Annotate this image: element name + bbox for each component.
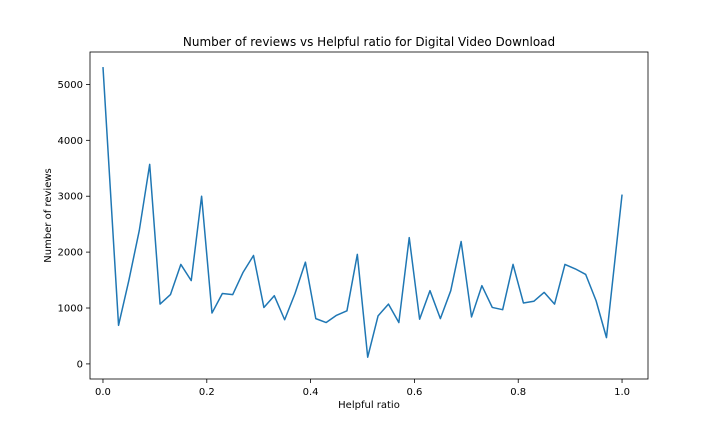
series-line <box>102 67 623 358</box>
y-tick-label: 2000 <box>58 248 83 259</box>
x-axis-label: Helpful ratio <box>338 400 400 411</box>
x-tick-label: 1.0 <box>614 387 630 398</box>
y-axis: 0 1000 2000 3000 4000 5000 <box>58 80 90 370</box>
x-tick-label: 0.4 <box>303 387 319 398</box>
y-tick-label: 3000 <box>58 192 83 203</box>
x-tick-label: 0.0 <box>95 387 111 398</box>
chart-title: Number of reviews vs Helpful ratio for D… <box>183 35 555 49</box>
x-tick-label: 0.8 <box>510 387 526 398</box>
data-points <box>102 67 623 358</box>
x-tick-label: 0.6 <box>406 387 422 398</box>
y-tick-label: 1000 <box>58 304 83 315</box>
y-tick-label: 5000 <box>58 80 83 91</box>
y-tick-label: 4000 <box>58 136 83 147</box>
plot-frame <box>89 51 649 380</box>
y-axis-label: Number of reviews <box>43 168 54 262</box>
x-axis: 0.0 0.2 0.4 0.6 0.8 1.0 <box>95 379 630 398</box>
x-tick-label: 0.2 <box>199 387 215 398</box>
y-tick-label: 0 <box>77 359 83 370</box>
